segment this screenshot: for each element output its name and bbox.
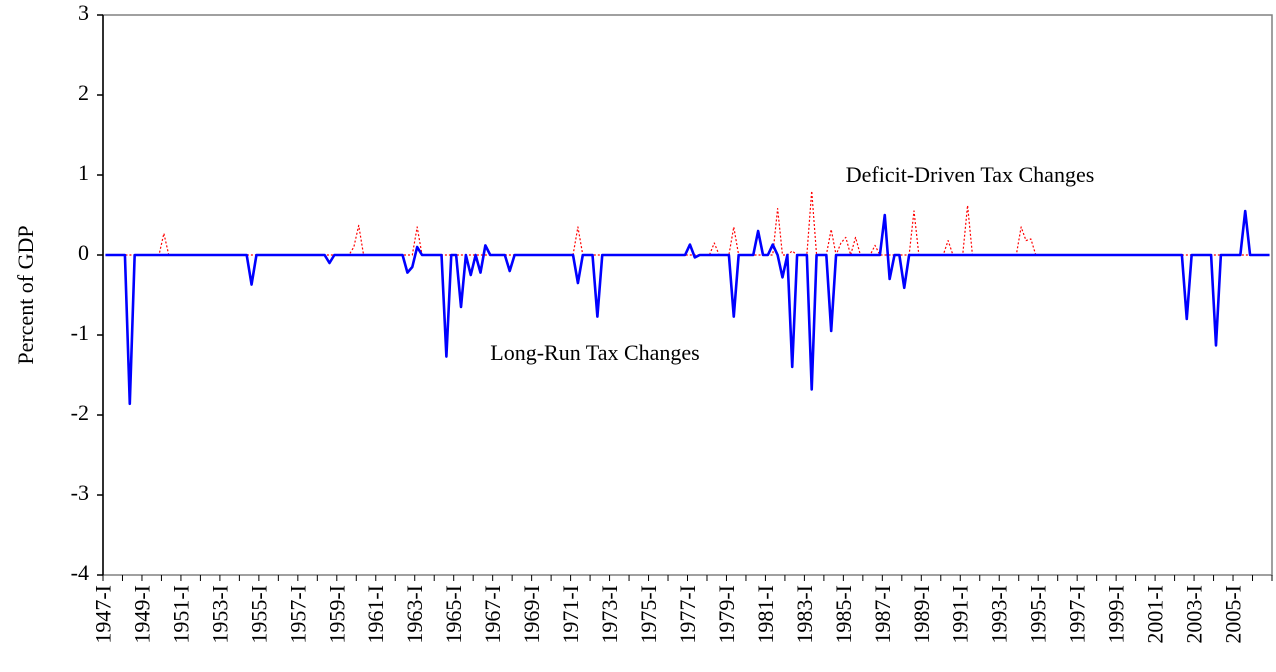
y-tick-label: 2	[78, 80, 89, 105]
x-tick-label: 1983-I	[792, 585, 817, 644]
x-tick-label: 1957-I	[285, 585, 310, 644]
y-tick-label: 3	[78, 0, 89, 25]
y-tick-label: 1	[78, 160, 89, 185]
x-tick-label: 1961-I	[363, 585, 388, 644]
x-tick-label: 1995-I	[1026, 585, 1051, 644]
x-tick-label: 2005-I	[1221, 585, 1246, 644]
y-tick-label: -2	[71, 400, 89, 425]
x-tick-label: 1969-I	[519, 585, 544, 644]
x-tick-label: 1985-I	[831, 585, 856, 644]
x-tick-label: 1955-I	[246, 585, 271, 644]
y-tick-label: -1	[71, 320, 89, 345]
x-tick-label: 1991-I	[948, 585, 973, 644]
x-tick-label: 1959-I	[324, 585, 349, 644]
x-tick-label: 1949-I	[129, 585, 154, 644]
series-line	[105, 209, 1270, 406]
x-tick-label: 1993-I	[987, 585, 1012, 644]
x-tick-label: 1951-I	[168, 585, 193, 644]
x-tick-label: 2003-I	[1182, 585, 1207, 644]
x-tick-label: 1981-I	[753, 585, 778, 644]
x-tick-label: 1989-I	[909, 585, 934, 644]
x-tick-label: 1963-I	[402, 585, 427, 644]
x-tick-label: 1977-I	[675, 585, 700, 644]
plot-frame	[102, 14, 1273, 576]
series-line	[105, 190, 1270, 256]
series-annotation: Deficit-Driven Tax Changes	[846, 162, 1095, 187]
y-tick-label: -3	[71, 480, 89, 505]
series-annotation: Long-Run Tax Changes	[490, 340, 699, 365]
x-tick-label: 1975-I	[636, 585, 661, 644]
x-tick-label: 1987-I	[870, 585, 895, 644]
x-tick-label: 1979-I	[714, 585, 739, 644]
x-tick-label: 1965-I	[441, 585, 466, 644]
x-tick-label: 1999-I	[1104, 585, 1129, 644]
x-tick-label: 1973-I	[597, 585, 622, 644]
x-tick-label: 1971-I	[558, 585, 583, 644]
y-tick-label: -4	[71, 560, 89, 585]
x-tick-label: 1967-I	[480, 585, 505, 644]
x-tick-label: 1947-I	[90, 585, 115, 644]
y-axis-title: Percent of GDP	[13, 225, 38, 364]
x-tick-label: 1953-I	[207, 585, 232, 644]
x-tick-label: 1997-I	[1065, 585, 1090, 644]
x-tick-label: 2001-I	[1143, 585, 1168, 644]
y-tick-label: 0	[78, 240, 89, 265]
